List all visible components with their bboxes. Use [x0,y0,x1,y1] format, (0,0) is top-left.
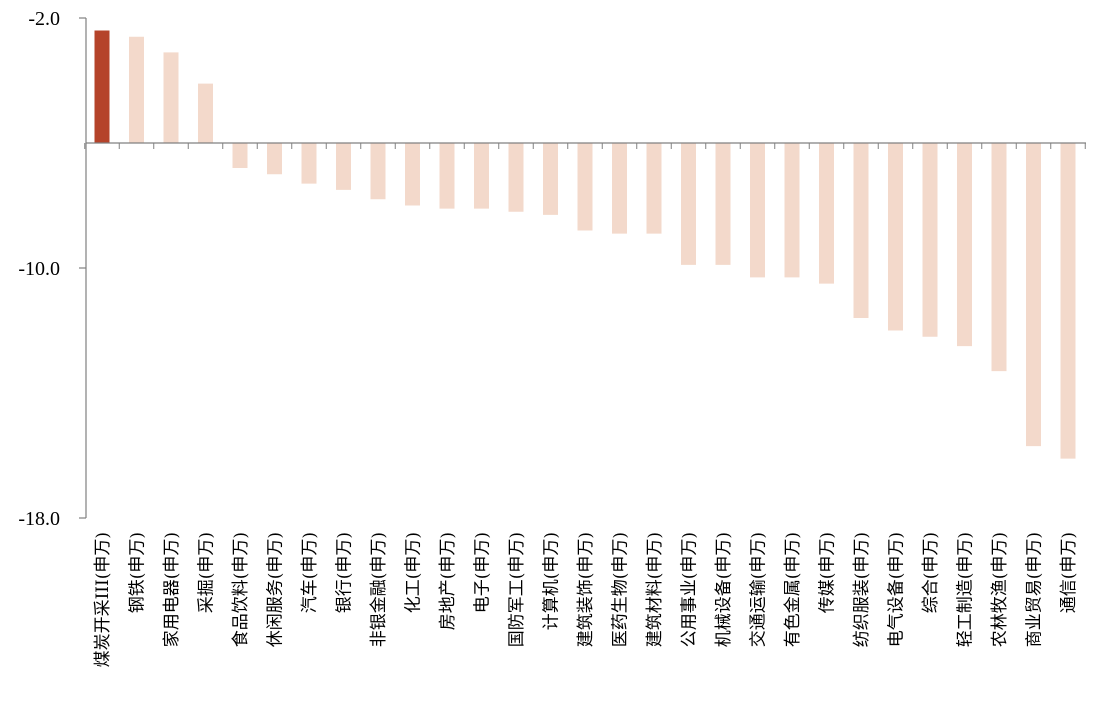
bar [405,143,420,206]
bar [922,143,938,337]
bar [750,143,765,278]
category-label: 国防军工(申万) [507,532,527,647]
category-label: 公用事业(申万) [680,532,700,647]
bar [163,52,179,144]
category-label: 化工(申万) [404,532,424,613]
bar [612,143,627,234]
bar [474,143,489,209]
category-label: 银行(申万) [335,532,355,613]
bar [543,143,558,215]
category-label: 交通运输(申万) [749,532,769,647]
category-label: 综合(申万) [921,532,941,613]
category-label: 钢铁(申万) [128,532,148,613]
category-label: 传媒(申万) [818,532,838,613]
category-label: 轻工制造(申万) [956,532,976,647]
bar [1060,143,1076,459]
category-label: 有色金属(申万) [783,532,803,647]
category-label: 商业贸易(申万) [1025,532,1045,647]
category-label: 汽车(申万) [300,532,320,613]
bar [301,143,317,184]
bar [888,143,903,331]
bar [991,143,1007,372]
y-tick-label: -2.0 [28,8,60,30]
bar [715,143,731,265]
category-label: 非银金融(申万) [369,532,389,647]
category-label: 采掘(申万) [197,532,217,613]
category-label: 食品饮料(申万) [231,532,251,647]
category-label: 电气设备(申万) [887,532,907,647]
bar [1026,143,1041,447]
category-label: 家用电器(申万) [162,532,182,647]
category-label: 通信(申万) [1059,532,1079,613]
bar [577,143,593,231]
bar [784,143,800,278]
category-label: 医药生物(申万) [611,532,631,647]
bar [267,143,282,175]
category-label: 农林牧渔(申万) [990,532,1010,647]
category-label: 计算机(申万) [542,532,562,630]
bar [819,143,834,284]
category-label: 房地产(申万) [438,532,458,630]
bar [681,143,696,265]
bar [853,143,869,318]
bar [94,30,110,143]
bar [198,83,213,143]
category-label: 建筑装饰(申万) [576,532,596,647]
bar [957,143,972,347]
category-label: 休闲服务(申万) [266,532,286,647]
category-label: 纺织服装(申万) [852,532,872,647]
category-label: 建筑材料(申万) [645,532,665,647]
y-tick-label: -18.0 [18,508,60,530]
bar [370,143,386,200]
category-label: 煤炭开采III(申万) [93,532,113,667]
category-label: 机械设备(申万) [714,532,734,647]
bar [439,143,455,209]
bar [129,36,144,143]
category-label: 电子(申万) [473,532,493,613]
y-tick-label: -10.0 [18,258,60,280]
bar [646,143,662,234]
bar [336,143,351,190]
bar [232,143,248,168]
bar [508,143,524,212]
